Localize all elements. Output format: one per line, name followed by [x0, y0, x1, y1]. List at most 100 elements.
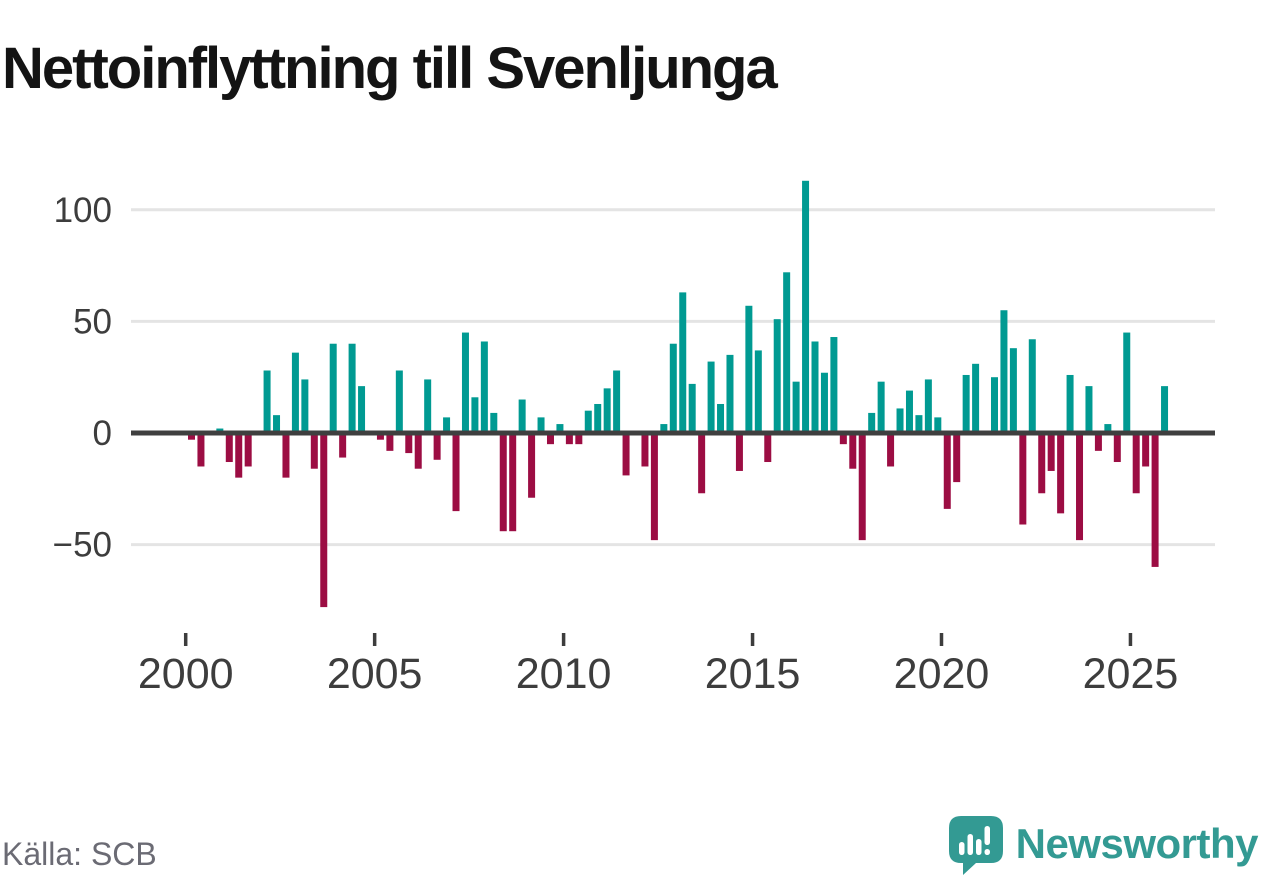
logo-exclamation-stem: [984, 826, 990, 845]
x-tick-label: 2010: [516, 650, 612, 698]
bar-negative: [858, 433, 866, 541]
bar-negative: [386, 433, 394, 451]
bar-positive: [1085, 386, 1093, 433]
newsworthy-logo: Newsworthy: [948, 815, 1259, 879]
bar-positive: [802, 180, 810, 433]
bar-negative: [197, 433, 205, 467]
bar-negative: [641, 433, 649, 467]
bar-negative: [1057, 433, 1065, 514]
bar-positive: [669, 343, 677, 433]
bar-positive: [707, 361, 715, 433]
bar-positive: [1161, 386, 1169, 433]
bar-positive: [679, 292, 687, 433]
bar-negative: [887, 433, 895, 467]
bar-positive: [443, 417, 451, 433]
bar-positive: [934, 417, 942, 433]
bar-negative: [225, 433, 233, 463]
y-tick-label: 100: [54, 191, 112, 230]
bar-positive: [273, 415, 281, 433]
bar-positive: [518, 399, 526, 433]
bar-negative: [1076, 433, 1084, 541]
bar-negative: [622, 433, 630, 476]
bar-positive: [329, 343, 337, 433]
bar-positive: [962, 374, 970, 433]
bar-positive: [783, 272, 791, 433]
bar-positive: [613, 370, 621, 433]
newsworthy-logo-icon: [948, 816, 1003, 875]
bar-positive: [603, 388, 611, 433]
bar-negative: [735, 433, 743, 471]
bar-positive: [1104, 424, 1112, 433]
bar-positive: [395, 370, 403, 433]
bar-positive: [820, 372, 828, 433]
x-tick-label: 2020: [894, 650, 990, 698]
bar-positive: [905, 390, 913, 433]
bar-negative: [565, 433, 573, 445]
bar-negative: [1038, 433, 1046, 494]
bar-positive: [1000, 310, 1008, 433]
logo-bar-small: [958, 842, 965, 855]
x-tick-label: 2000: [138, 650, 234, 698]
bar-positive: [717, 403, 725, 433]
bar-negative: [499, 433, 507, 532]
bar-negative: [320, 433, 328, 608]
x-tick-label: 2015: [705, 650, 801, 698]
bar-positive: [811, 341, 819, 433]
bar-negative: [188, 433, 195, 440]
bar-positive: [1123, 332, 1131, 433]
x-tick: [372, 633, 377, 646]
bar-negative: [650, 433, 658, 541]
bar-positive: [537, 417, 545, 433]
bar-negative: [764, 433, 772, 463]
bar-negative: [546, 433, 554, 445]
bar-chart: 2000 2005 2010 2015 2020 2025 100 50 0 −50: [53, 180, 1215, 698]
bar-negative: [244, 433, 252, 467]
bar-positive: [745, 305, 753, 433]
bar-negative: [1019, 433, 1027, 525]
logo-exclamation-dot: [984, 849, 990, 855]
bar-negative: [509, 433, 517, 532]
bar-positive: [584, 410, 592, 433]
bar-negative: [1113, 433, 1121, 463]
bar-negative: [452, 433, 460, 512]
bar-positive: [1009, 348, 1017, 433]
y-tick-label: −50: [53, 526, 112, 565]
bar-positive: [792, 381, 800, 433]
bar-negative: [1047, 433, 1055, 471]
x-tick: [1128, 633, 1133, 646]
x-tick-label: 2005: [327, 650, 423, 698]
chart-title: Nettoinflyttning till Svenljunga: [2, 35, 778, 101]
bar-positive: [1028, 339, 1036, 433]
bar-positive: [461, 332, 469, 433]
bar-negative: [849, 433, 857, 469]
bar-negative: [282, 433, 290, 478]
bar-positive: [830, 337, 838, 433]
bar-positive: [660, 424, 668, 433]
bar-negative: [1094, 433, 1102, 451]
bar-positive: [972, 363, 980, 433]
x-tick: [750, 633, 755, 646]
bar-positive: [556, 424, 564, 433]
bar-positive: [915, 415, 923, 433]
bar-negative: [405, 433, 413, 454]
bar-positive: [471, 397, 479, 433]
y-tick-label: 0: [93, 414, 112, 453]
bar-negative: [953, 433, 961, 483]
bar-negative: [1151, 433, 1159, 567]
bar-positive: [990, 377, 998, 433]
bar-negative: [698, 433, 706, 494]
bar-positive: [490, 412, 498, 433]
bar-positive: [896, 408, 904, 433]
bar-positive: [924, 379, 932, 433]
bar-negative: [1132, 433, 1140, 494]
bar-positive: [480, 341, 488, 433]
bar-positive: [424, 379, 432, 433]
bar-positive: [594, 403, 602, 433]
bar-negative: [839, 433, 847, 445]
x-tick-label: 2025: [1083, 650, 1179, 698]
bar-positive: [754, 350, 762, 433]
bar-positive: [688, 383, 696, 433]
logo-bar-medium: [975, 839, 982, 855]
bar-positive: [868, 412, 876, 433]
bar-positive: [301, 379, 309, 433]
